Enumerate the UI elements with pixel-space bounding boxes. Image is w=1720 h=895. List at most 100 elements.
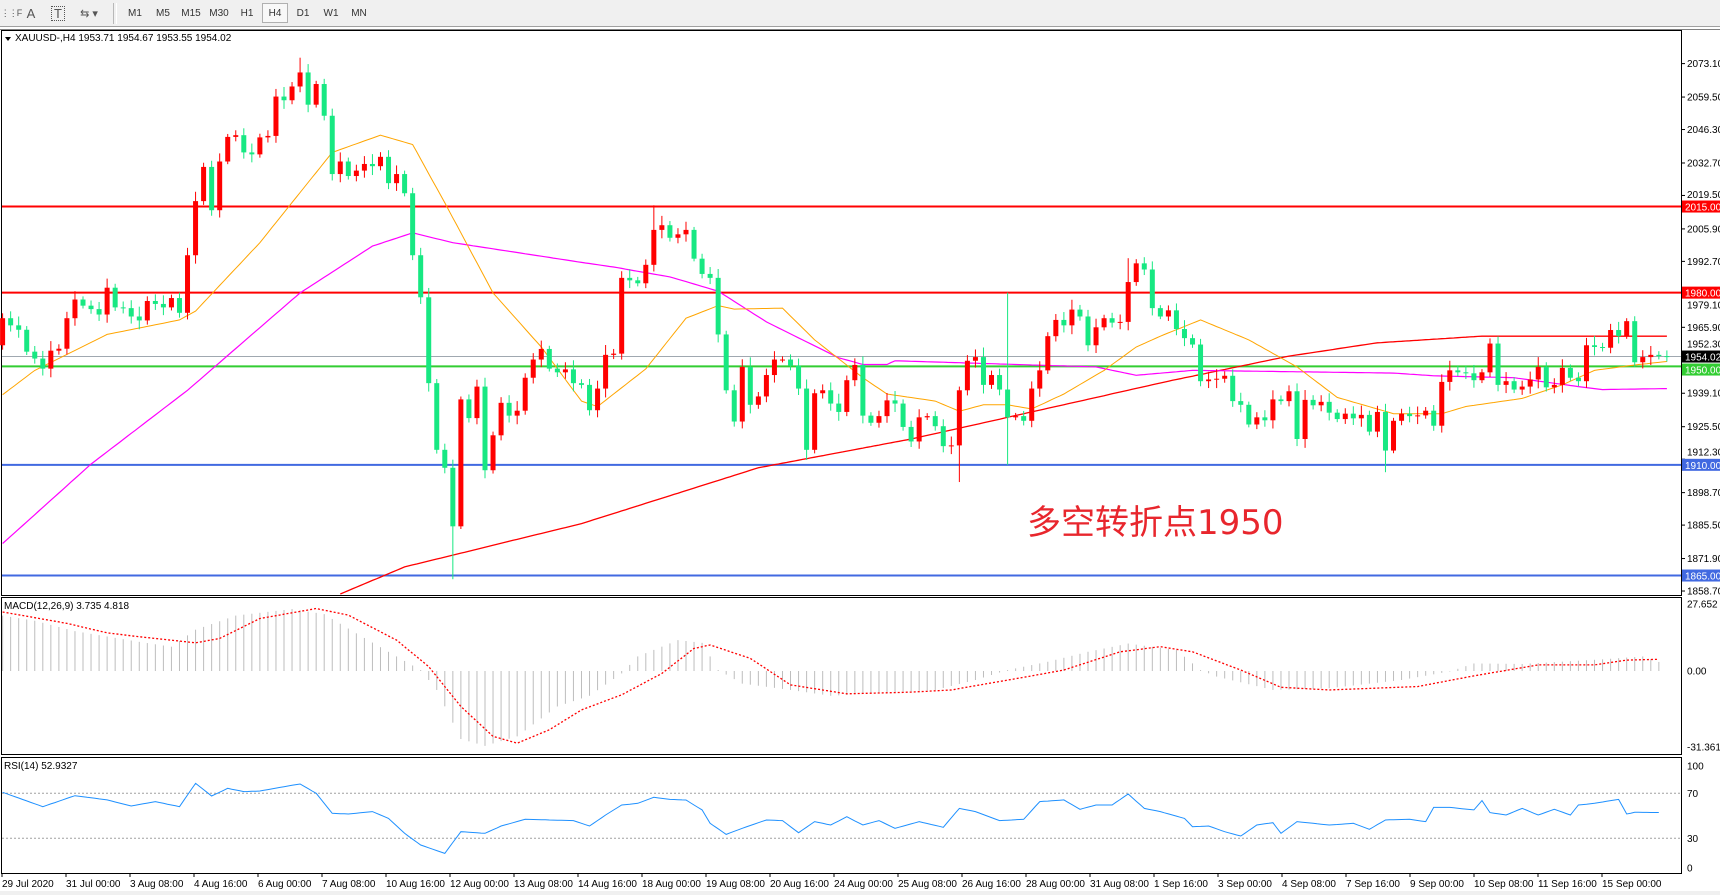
price-axis-label: 1912.30 [1687, 448, 1720, 459]
candle [804, 379, 810, 460]
candle-body [667, 225, 673, 238]
candle-body [779, 359, 785, 361]
candle [1310, 395, 1316, 410]
candle-body [313, 84, 319, 105]
candle-body [1101, 318, 1107, 328]
candle [1664, 350, 1670, 362]
candle [1495, 336, 1501, 392]
candle [1254, 412, 1260, 430]
candle-body [1382, 411, 1388, 451]
candle-body [1077, 309, 1083, 317]
candle-body [353, 170, 359, 177]
candle-body [1391, 420, 1397, 451]
macd-panel [1, 597, 1682, 755]
price-axis-label: 1952.30 [1687, 339, 1720, 350]
candle-body [868, 415, 874, 423]
candle-body [916, 417, 922, 442]
candle [659, 215, 665, 239]
candle [434, 378, 440, 454]
price-tag-1910.00: 1910.00 [1685, 461, 1720, 472]
candle-body [337, 161, 343, 175]
main-panel [1, 30, 1682, 596]
candle [619, 271, 625, 360]
candle [868, 412, 874, 426]
candle-body [48, 350, 54, 369]
candle-body [1021, 416, 1027, 421]
candle-body [1342, 413, 1348, 420]
timeframe-d1[interactable]: D1 [296, 7, 310, 19]
candle [112, 283, 118, 311]
candle-body [1374, 411, 1380, 432]
candle-body [940, 426, 946, 447]
collapse-triangle-icon[interactable] [5, 37, 11, 41]
candle-body [1592, 345, 1598, 347]
candle [997, 368, 1003, 396]
candle [1125, 258, 1131, 331]
candle-body [1294, 391, 1300, 439]
candle [651, 205, 657, 272]
candle [273, 88, 279, 143]
candle-body [418, 255, 424, 298]
timeframe-m1[interactable]: M1 [128, 7, 142, 19]
candle [1415, 406, 1421, 425]
candle [522, 373, 528, 415]
candle-body [1037, 370, 1043, 389]
candle [1374, 405, 1380, 438]
timeframe-w1[interactable]: W1 [323, 7, 339, 19]
candle-body [1527, 379, 1533, 387]
candle-body [233, 135, 239, 137]
candle [554, 363, 560, 377]
candle [1342, 408, 1348, 424]
bottom-scrollbar[interactable] [0, 891, 1720, 895]
timeframe-h1[interactable]: H1 [240, 7, 254, 19]
candle-body [980, 357, 986, 385]
candle [1262, 410, 1268, 427]
timeframe-m30[interactable]: M30 [209, 7, 229, 19]
candle-body [570, 369, 576, 384]
candle-body [16, 325, 22, 330]
candle [812, 389, 818, 454]
price-tag-bg [1682, 458, 1720, 471]
text-box-icon[interactable]: T [47, 3, 69, 23]
candle [1640, 350, 1646, 369]
price-axis-label: 2005.90 [1687, 224, 1720, 235]
candle-body [1214, 378, 1220, 380]
text-a-icon[interactable]: A [20, 3, 42, 23]
candle [587, 378, 593, 416]
candle-body [1447, 370, 1453, 382]
candle-body [273, 96, 279, 136]
candle [225, 133, 231, 165]
candle-body [1117, 321, 1123, 323]
time-axis-label: 4 Sep 08:00 [1282, 879, 1336, 890]
candle [1407, 406, 1413, 423]
timeframe-m15[interactable]: M15 [181, 7, 201, 19]
time-axis-label: 29 Jul 2020 [2, 879, 54, 890]
candle [474, 379, 480, 425]
candle [136, 306, 142, 330]
candle-body [892, 400, 898, 404]
timeframe-mn[interactable]: MN [351, 7, 367, 19]
candle [964, 355, 970, 396]
annotation-text: 多空转折点1950 [1027, 503, 1284, 543]
ma-slow-line [340, 335, 1667, 595]
time-axis-label: 14 Aug 16:00 [578, 879, 637, 890]
price-axis-label: 2019.50 [1687, 190, 1720, 201]
timeframe-m5[interactable]: M5 [156, 7, 170, 19]
candle [900, 399, 906, 431]
candle-body [1133, 263, 1139, 283]
candle-body [217, 161, 223, 211]
arrows-icon[interactable]: ⇆ ▾ [80, 7, 98, 20]
candle-body [482, 386, 488, 471]
candle-body [490, 435, 496, 471]
candle-body [1181, 329, 1187, 339]
candle [369, 154, 375, 176]
grid-font-icon[interactable]: ⋮⋮F [0, 7, 23, 18]
candle [1399, 408, 1405, 426]
candle [747, 357, 753, 414]
candle [667, 221, 673, 242]
candle [490, 431, 496, 474]
candle-body [305, 72, 311, 105]
timeframe-h4[interactable]: H4 [262, 3, 288, 23]
candle-body [281, 96, 287, 101]
